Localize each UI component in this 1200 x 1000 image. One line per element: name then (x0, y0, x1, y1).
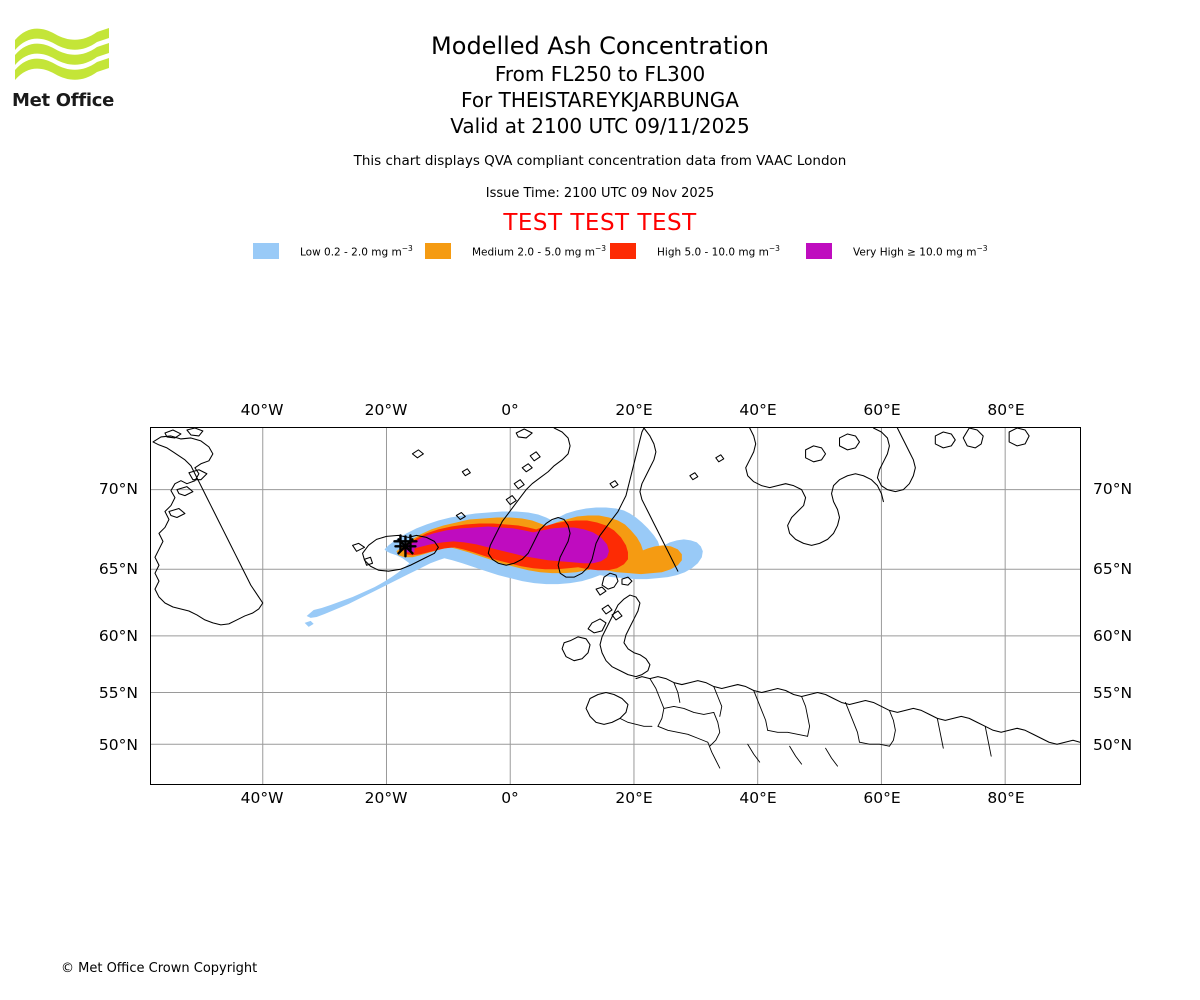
flight-level-line: From FL250 to FL300 (494, 62, 706, 86)
concentration-legend: Low 0.2 - 2.0 mg m−3 Medium 2.0 - 5.0 mg… (0, 242, 1200, 262)
legend-swatch-high (610, 243, 636, 259)
legend-item-low: Low 0.2 - 2.0 mg m−3 (253, 242, 413, 260)
lon-tick-bottom-80: 80°E (987, 789, 1025, 807)
legend-label-very-high: Very High ≥ 10.0 mg m−3 (853, 243, 988, 259)
volcano-marker-icon (393, 534, 418, 558)
ash-plume (304, 507, 703, 627)
met-office-logo (13, 24, 113, 112)
met-office-logo-text: Met Office (12, 90, 115, 111)
lat-tick-left-60: 60°N (98, 627, 138, 645)
lat-tick-right-55: 55°N (1093, 684, 1133, 702)
lat-tick-left-50: 50°N (98, 736, 138, 754)
lon-tick-bottom-0: 0° (501, 789, 519, 807)
ash-concentration-map (150, 427, 1081, 785)
map-canvas (151, 428, 1080, 784)
volcano-name-line: For THEISTAREYKJARBUNGA (461, 88, 739, 112)
lat-tick-right-50: 50°N (1093, 736, 1133, 754)
issue-time: Issue Time: 2100 UTC 09 Nov 2025 (485, 186, 715, 201)
lon-tick-bottom--20: 20°W (364, 789, 408, 807)
page-title: Modelled Ash Concentration (431, 32, 769, 60)
lat-tick-right-70: 70°N (1093, 480, 1133, 498)
plume-very-high-contour (406, 526, 610, 564)
lon-tick-bottom--40: 40°W (240, 789, 284, 807)
qva-note: This chart displays QVA compliant concen… (353, 153, 847, 169)
lon-tick-top-80: 80°E (987, 401, 1025, 419)
legend-item-very-high: Very High ≥ 10.0 mg m−3 (806, 242, 988, 260)
legend-label-medium: Medium 2.0 - 5.0 mg m−3 (472, 243, 607, 259)
legend-swatch-medium (425, 243, 451, 259)
copyright-notice: © Met Office Crown Copyright (61, 961, 258, 976)
legend-label-low: Low 0.2 - 2.0 mg m−3 (300, 243, 413, 259)
plume-low-detached (304, 620, 314, 627)
chart-header: Modelled Ash Concentration From FL250 to… (0, 0, 1200, 237)
map-coastlines (152, 428, 1080, 769)
lat-tick-left-55: 55°N (98, 684, 138, 702)
lat-tick-right-65: 65°N (1093, 560, 1133, 578)
valid-time-line: Valid at 2100 UTC 09/11/2025 (450, 114, 750, 138)
lon-tick-top-0: 0° (501, 401, 519, 419)
lat-tick-left-70: 70°N (98, 480, 138, 498)
lon-tick-bottom-60: 60°E (863, 789, 901, 807)
lon-tick-bottom-20: 20°E (615, 789, 653, 807)
lon-tick-bottom-40: 40°E (739, 789, 777, 807)
lon-tick-top--20: 20°W (364, 401, 408, 419)
legend-label-high: High 5.0 - 10.0 mg m−3 (657, 243, 780, 259)
legend-swatch-low (253, 243, 279, 259)
legend-swatch-very-high (806, 243, 832, 259)
lat-tick-right-60: 60°N (1093, 627, 1133, 645)
test-banner: TEST TEST TEST (503, 210, 697, 236)
lon-tick-top-20: 20°E (615, 401, 653, 419)
lon-tick-top-60: 60°E (863, 401, 901, 419)
lon-tick-top-40: 40°E (739, 401, 777, 419)
legend-item-high: High 5.0 - 10.0 mg m−3 (610, 242, 780, 260)
lat-tick-left-65: 65°N (98, 560, 138, 578)
lon-tick-top--40: 40°W (240, 401, 284, 419)
legend-item-medium: Medium 2.0 - 5.0 mg m−3 (425, 242, 606, 260)
